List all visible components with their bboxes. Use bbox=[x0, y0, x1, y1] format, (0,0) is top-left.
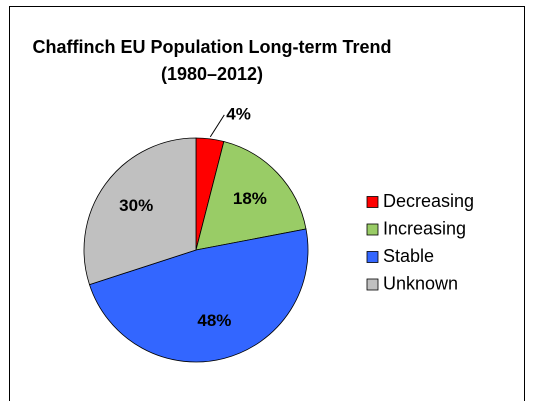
pie-slice bbox=[88, 228, 309, 363]
legend-swatch bbox=[366, 278, 379, 291]
legend-swatch bbox=[366, 251, 379, 263]
data-label: 30% bbox=[119, 196, 153, 215]
chart-title: Chaffinch EU Population Long-term Trend bbox=[33, 37, 392, 57]
chart-frame bbox=[9, 6, 525, 401]
legend-swatch bbox=[366, 196, 379, 208]
pie-slice bbox=[83, 137, 197, 286]
legend-label: Stable bbox=[383, 246, 434, 266]
legend-label: Decreasing bbox=[383, 191, 474, 211]
legend-swatch bbox=[366, 223, 379, 236]
data-label: 4% bbox=[226, 104, 251, 123]
legend-label: Unknown bbox=[383, 273, 458, 293]
data-label: 48% bbox=[197, 311, 231, 330]
chart-subtitle: (1980–2012) bbox=[161, 64, 263, 84]
legend-label: Increasing bbox=[383, 218, 466, 238]
leader-line bbox=[209, 114, 225, 138]
pie-slice bbox=[195, 141, 307, 251]
data-label: 18% bbox=[233, 189, 267, 208]
